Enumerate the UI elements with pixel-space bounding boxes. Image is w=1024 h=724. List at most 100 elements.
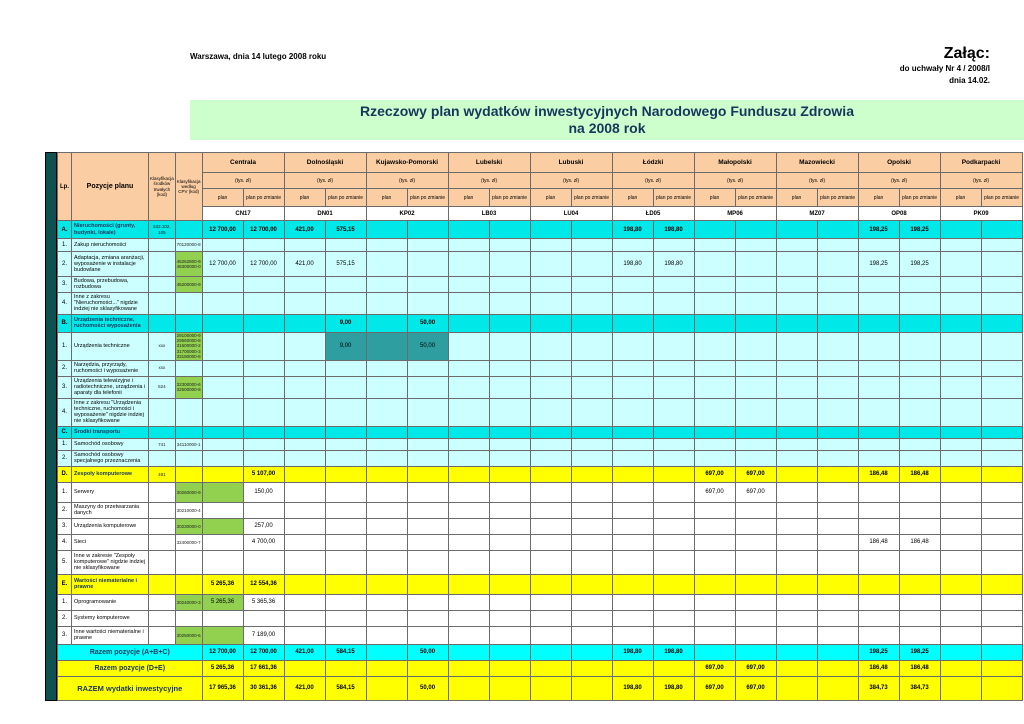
table-row: 4. Sieci 32400000-7 4 700,00 186,48 186,48 — [57, 533, 1023, 551]
value-cell — [406, 251, 449, 277]
row-name: Urządzenia techniczne, ruchomości wyposa… — [71, 313, 149, 333]
value-cell — [734, 291, 777, 315]
value-cell — [816, 437, 859, 451]
value-cell — [980, 220, 1023, 239]
value-cell — [324, 501, 367, 519]
value-cell — [652, 625, 695, 645]
value-cell — [857, 449, 900, 467]
value-cell — [980, 501, 1023, 519]
value-cell — [488, 397, 531, 427]
value-cell — [201, 501, 244, 519]
value-cell — [283, 659, 326, 677]
value-cell — [857, 501, 900, 519]
value-cell — [611, 425, 654, 439]
value-cell: 12 700,00 — [242, 643, 285, 661]
row-name: Zakup nieruchomości — [71, 238, 149, 252]
value-cell — [447, 675, 490, 701]
value-cell — [365, 573, 408, 595]
region-header: Łódzki — [611, 152, 695, 173]
value-cell — [570, 533, 613, 551]
value-cell: 17 661,36 — [242, 659, 285, 677]
value-cell — [406, 609, 449, 627]
value-cell — [283, 625, 326, 645]
row-klasyfikacja-2 — [174, 449, 203, 467]
value-cell — [980, 437, 1023, 451]
value-cell — [570, 331, 613, 361]
value-cell: 12 700,00 — [201, 220, 244, 239]
value-cell — [488, 643, 531, 661]
row-lp: 1. — [57, 437, 72, 451]
value-cell — [529, 375, 572, 399]
total-row-label: RAZEM wydatki inwestycyjne — [57, 675, 203, 701]
value-cell: 50,00 — [406, 643, 449, 661]
value-cell — [611, 331, 654, 361]
value-cell — [857, 425, 900, 439]
value-cell — [939, 437, 982, 451]
value-cell: 198,25 — [857, 220, 900, 239]
value-cell — [242, 331, 285, 361]
value-cell — [447, 251, 490, 277]
value-cell: 198,80 — [611, 643, 654, 661]
value-cell: 198,25 — [898, 643, 941, 661]
row-lp: 3. — [57, 276, 72, 293]
value-cell — [201, 375, 244, 399]
value-cell — [447, 397, 490, 427]
value-cell — [201, 549, 244, 575]
value-cell — [570, 625, 613, 645]
row-lp: 2. — [57, 449, 72, 467]
value-cell — [980, 659, 1023, 677]
region-header: Dolnośląski — [283, 152, 367, 173]
plan-po-zmianie-subheader: plan po zmianie — [242, 188, 285, 207]
unit-label: (tys. zł) — [775, 172, 859, 189]
value-cell — [857, 549, 900, 575]
region-header: Centrala — [201, 152, 285, 173]
value-cell: 9,00 — [324, 331, 367, 361]
value-cell — [406, 425, 449, 439]
plan-subheader: plan — [447, 188, 490, 207]
value-cell — [898, 425, 941, 439]
value-cell — [529, 593, 572, 611]
value-cell — [324, 573, 367, 595]
value-cell — [365, 331, 408, 361]
table-row: 1. Serwery 30260000-9 150,00 697,00 697,00 — [57, 481, 1023, 503]
value-cell — [816, 625, 859, 645]
value-cell: 186,48 — [898, 465, 941, 483]
row-lp: 1. — [57, 481, 72, 503]
value-cell — [734, 251, 777, 277]
value-cell — [324, 359, 367, 377]
value-cell — [488, 331, 531, 361]
value-cell — [775, 643, 818, 661]
row-klasyfikacja-2: 30240000-3 — [174, 593, 203, 611]
value-cell — [693, 625, 736, 645]
value-cell — [570, 501, 613, 519]
row-klasyfikacja-1: 741 — [148, 437, 176, 451]
value-cell: 575,15 — [324, 220, 367, 239]
value-cell — [652, 593, 695, 611]
value-cell — [529, 251, 572, 277]
row-klasyfikacja-1: 491 — [148, 465, 176, 483]
plan-po-zmianie-subheader: plan po zmianie — [816, 188, 859, 207]
row-lp: 3. — [57, 375, 72, 399]
value-cell — [201, 449, 244, 467]
value-cell — [775, 359, 818, 377]
value-cell — [447, 359, 490, 377]
value-cell — [775, 501, 818, 519]
value-cell — [529, 643, 572, 661]
value-cell — [980, 465, 1023, 483]
value-cell — [652, 481, 695, 503]
value-cell — [898, 437, 941, 451]
value-cell: 198,80 — [611, 675, 654, 701]
row-klasyfikacja-1 — [148, 573, 176, 595]
value-cell — [406, 238, 449, 252]
value-cell: 697,00 — [693, 675, 736, 701]
unit-label: (tys. zł) — [857, 172, 941, 189]
value-cell — [857, 609, 900, 627]
row-klasyfikacja-1 — [148, 481, 176, 503]
value-cell — [529, 625, 572, 645]
region-code: DN01 — [283, 206, 367, 221]
region-header: Lubelski — [447, 152, 531, 173]
value-cell: 7 189,00 — [242, 625, 285, 645]
region-code: CN17 — [201, 206, 285, 221]
row-name: Oprogramowanie — [71, 593, 149, 611]
value-cell — [283, 573, 326, 595]
